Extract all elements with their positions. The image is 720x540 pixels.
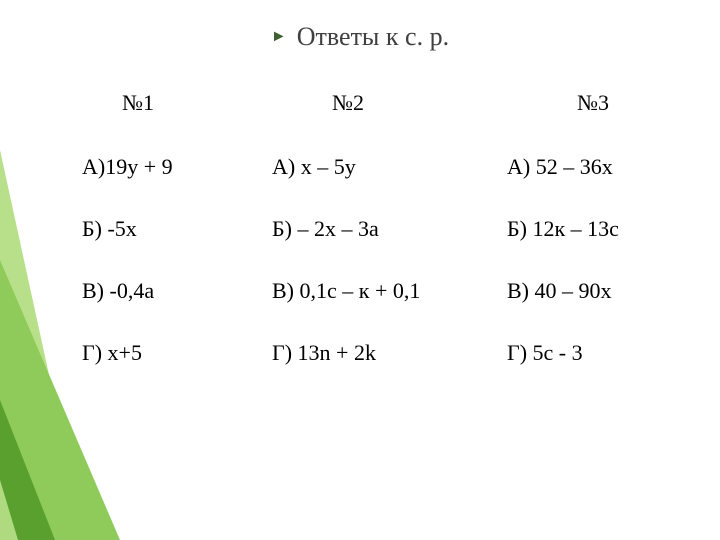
cell: Б) 12к – 13с [507, 216, 619, 242]
cell: Г) 13n + 2k [272, 340, 507, 366]
title-block: ► Ответы к с. р. [0, 22, 720, 52]
answer-row: Г) х+5 Г) 13n + 2k Г) 5с - 3 [82, 340, 680, 366]
slide: ► Ответы к с. р. №1 №2 №3 А)19у + 9 А) х… [0, 0, 720, 540]
answer-row: А)19у + 9 А) х – 5у А) 52 – 36х [82, 154, 680, 180]
cell: А) х – 5у [272, 154, 507, 180]
cell: А)19у + 9 [82, 154, 272, 180]
bullet-icon: ► [271, 29, 287, 45]
content-area: №1 №2 №3 А)19у + 9 А) х – 5у А) 52 – 36х… [82, 90, 680, 402]
cell: Б) – 2х – 3а [272, 216, 507, 242]
cell: Г) х+5 [82, 340, 272, 366]
cell: В) 0,1с – к + 0,1 [272, 278, 507, 304]
cell: Г) 5с - 3 [507, 340, 583, 366]
header-col-1: №1 [82, 90, 272, 116]
header-col-3: №3 [507, 90, 609, 116]
answer-row: В) -0,4а В) 0,1с – к + 0,1 В) 40 – 90х [82, 278, 680, 304]
column-headers: №1 №2 №3 [82, 90, 680, 116]
cell: В) 40 – 90х [507, 278, 612, 304]
slide-title: Ответы к с. р. [297, 22, 449, 52]
answer-row: Б) -5х Б) – 2х – 3а Б) 12к – 13с [82, 216, 680, 242]
header-col-2: №2 [272, 90, 507, 116]
cell: Б) -5х [82, 216, 272, 242]
cell: А) 52 – 36х [507, 154, 613, 180]
cell: В) -0,4а [82, 278, 272, 304]
